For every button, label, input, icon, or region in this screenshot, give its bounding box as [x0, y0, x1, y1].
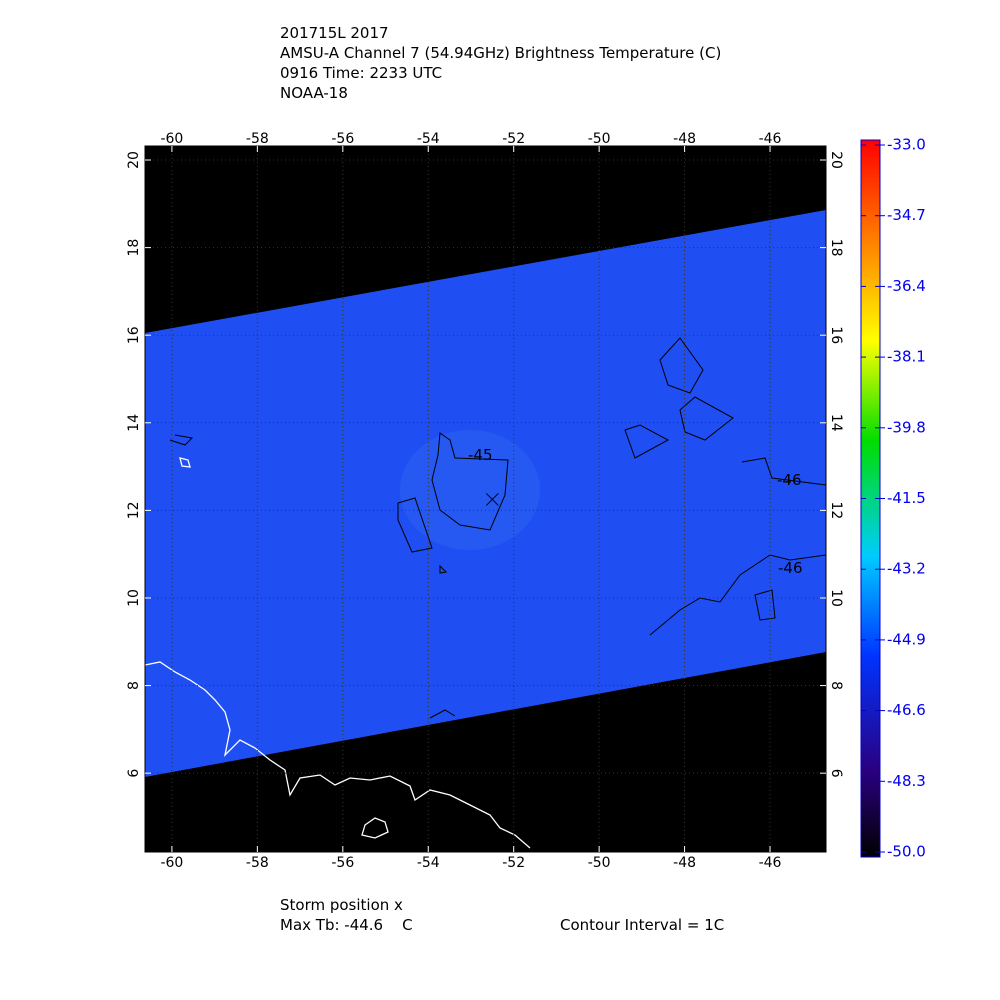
y-tick-label: 18 — [828, 239, 844, 257]
x-tick-label: -50 — [588, 131, 611, 147]
title-line: 0916 Time: 2233 UTC — [280, 64, 442, 82]
title-block: 201715L 2017 AMSU-A Channel 7 (54.94GHz) … — [280, 24, 721, 102]
colorbar-label: -41.5 — [887, 489, 926, 507]
contour-label: -45 — [468, 446, 493, 464]
colorbar-label: -34.7 — [887, 206, 926, 224]
title-line: 201715L 2017 — [280, 24, 389, 42]
map-image — [145, 210, 826, 849]
map-frame — [144, 145, 827, 853]
y-tick-label: 6 — [126, 769, 142, 778]
x-tick-label: -54 — [417, 855, 440, 871]
x-tick-label: -52 — [502, 855, 525, 871]
contour-label: -46 — [777, 471, 802, 489]
x-tick-label: -46 — [759, 131, 782, 147]
colorbar-label: -39.8 — [887, 418, 926, 436]
y-tick-label: 8 — [126, 681, 142, 690]
footer-max-tb: Max Tb: -44.6 C — [280, 916, 413, 934]
y-tick-label: 20 — [126, 151, 142, 169]
colorbar-label: -38.1 — [887, 348, 926, 366]
contour — [169, 434, 194, 446]
contour — [754, 589, 776, 621]
contour — [624, 424, 670, 459]
x-tick-label: -58 — [246, 855, 269, 871]
y-tick-label: 14 — [828, 414, 844, 432]
coastline — [179, 457, 191, 468]
y-tick-label: 12 — [126, 501, 142, 519]
colorbar-label: -50.0 — [887, 843, 926, 861]
x-tick-label: -46 — [759, 855, 782, 871]
title-line: AMSU-A Channel 7 (54.94GHz) Brightness T… — [280, 44, 721, 62]
y-tick-label: 18 — [126, 239, 142, 257]
y-tick-label: 12 — [828, 501, 844, 519]
footer-interval: Contour Interval = 1C — [560, 916, 724, 934]
x-tick-label: -58 — [246, 131, 269, 147]
y-tick-label: 20 — [828, 151, 844, 169]
y-tick-label: 14 — [126, 414, 142, 432]
grid — [145, 146, 826, 852]
x-tick-label: -56 — [331, 855, 354, 871]
x-tick-label: -48 — [673, 131, 696, 147]
x-tick-label: -52 — [502, 131, 525, 147]
x-tick-label: -50 — [588, 855, 611, 871]
colorbar-label: -33.0 — [887, 136, 926, 154]
contour — [429, 709, 456, 719]
x-tick-label: -60 — [160, 131, 183, 147]
colorbar-label: -48.3 — [887, 772, 926, 790]
coastline — [361, 817, 389, 839]
x-tick-label: -56 — [331, 131, 354, 147]
y-tick-label: 8 — [828, 681, 844, 690]
contour — [659, 337, 704, 394]
y-tick-label: 6 — [828, 769, 844, 778]
colorbar-label: -44.9 — [887, 630, 926, 648]
y-tick-label: 16 — [828, 326, 844, 344]
colorbar-label: -46.6 — [887, 701, 926, 719]
colorbar-label: -43.2 — [887, 560, 926, 578]
coastline — [145, 661, 531, 849]
y-tick-label: 10 — [828, 589, 844, 607]
title-line: NOAA-18 — [280, 84, 348, 102]
storm-marker — [485, 493, 499, 506]
y-tick-label: 10 — [126, 589, 142, 607]
contour — [649, 554, 826, 636]
colorbar-label: -36.4 — [887, 277, 926, 295]
contour — [397, 497, 433, 553]
x-tick-label: -54 — [417, 131, 440, 147]
y-tick-label: 16 — [126, 326, 142, 344]
x-tick-label: -60 — [160, 855, 183, 871]
contour — [439, 564, 448, 574]
footer-storm: Storm position x — [280, 896, 403, 914]
contour-label: -46 — [778, 559, 803, 577]
x-tick-label: -48 — [673, 855, 696, 871]
contour — [741, 457, 826, 486]
contour — [679, 396, 734, 441]
contour — [431, 432, 509, 531]
